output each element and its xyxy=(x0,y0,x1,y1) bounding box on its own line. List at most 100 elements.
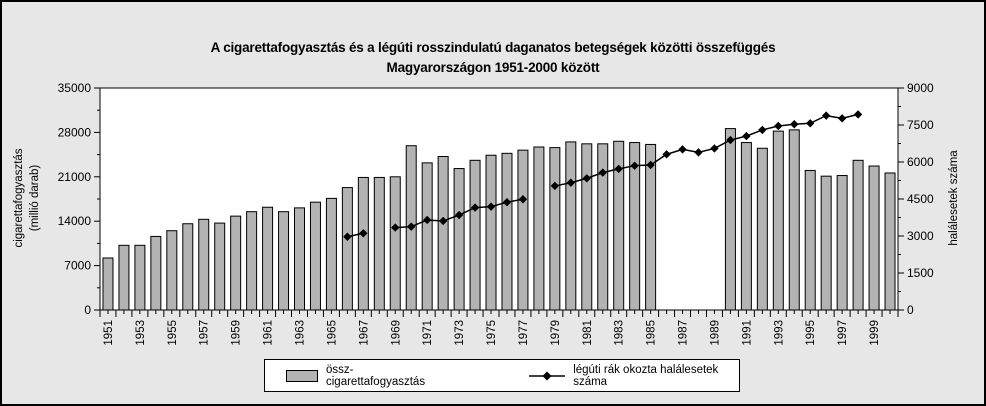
x-axis-label-1997: 1997 xyxy=(837,320,849,346)
right-axis-tick-label: 7500 xyxy=(907,118,934,132)
line-marker-1970 xyxy=(407,222,416,231)
bar-1968 xyxy=(373,176,385,311)
line-marker-1977 xyxy=(518,195,528,204)
bar-1974 xyxy=(469,159,481,311)
bar-1966 xyxy=(341,187,353,311)
bar-1994 xyxy=(788,129,800,311)
x-axis-label-1963: 1963 xyxy=(295,320,307,346)
line-marker-1987 xyxy=(678,145,687,154)
left-axis-tick-label: 7000 xyxy=(64,259,91,273)
bar-1977 xyxy=(517,149,529,311)
bar-1981 xyxy=(581,143,593,311)
bar-1995 xyxy=(804,169,816,311)
bar-1963 xyxy=(294,207,305,311)
x-axis-label-1961: 1961 xyxy=(263,320,275,346)
right-axis-tick-label: 6000 xyxy=(907,155,934,169)
x-axis-label-1985: 1985 xyxy=(646,320,658,346)
bar-1978 xyxy=(533,146,545,311)
line-marker-1995 xyxy=(806,119,815,128)
bar-legend-label: össz-cigarettafogyasztás xyxy=(326,363,426,388)
line-marker-1982 xyxy=(598,168,607,177)
line-marker-1998 xyxy=(853,110,863,119)
line-marker-1993 xyxy=(774,121,783,131)
right-axis-tick-label: 0 xyxy=(907,303,914,317)
left-axis-tick-label: 0 xyxy=(84,303,91,317)
line-marker-1986 xyxy=(662,150,671,159)
line-marker-1967 xyxy=(359,229,368,238)
x-axis-label-1967: 1967 xyxy=(358,320,370,346)
line-marker-1991 xyxy=(742,131,751,141)
bar-1967 xyxy=(357,176,369,311)
line-marker-1966 xyxy=(343,232,352,241)
bar-1960 xyxy=(246,211,258,311)
bar-1973 xyxy=(453,168,465,311)
line-marker-1969 xyxy=(391,223,400,232)
x-axis-label-1953: 1953 xyxy=(135,320,147,346)
line-marker-1988 xyxy=(694,148,703,157)
x-axis-label-1981: 1981 xyxy=(582,320,594,346)
bar-1956 xyxy=(182,223,194,311)
bar-1975 xyxy=(485,154,497,311)
x-axis-label-1973: 1973 xyxy=(454,320,466,346)
line-marker-1979 xyxy=(550,181,560,191)
chart-title: A cigarettafogyasztás és a légúti rosszi… xyxy=(2,38,984,78)
bar-1993 xyxy=(772,130,784,311)
bar-1961 xyxy=(262,206,274,311)
line-marker-1983 xyxy=(614,164,623,174)
bar-1992 xyxy=(756,147,768,311)
bar-1990 xyxy=(724,128,736,311)
bar-1958 xyxy=(214,222,226,311)
line-marker-1997 xyxy=(837,114,847,123)
right-axis-tick-label: 1500 xyxy=(907,266,934,280)
bar-1955 xyxy=(166,230,178,311)
bar-1997 xyxy=(836,175,848,311)
line-marker-1994 xyxy=(790,120,799,129)
x-axis-label-1965: 1965 xyxy=(326,320,338,346)
bar-1998 xyxy=(852,159,864,311)
line-marker-1976 xyxy=(502,198,512,207)
x-axis-label-1979: 1979 xyxy=(550,320,562,346)
line-marker-1984 xyxy=(630,161,639,170)
x-axis-label-1991: 1991 xyxy=(741,320,753,346)
bar-1991 xyxy=(740,142,752,311)
bar-1954 xyxy=(150,235,162,311)
line-marker-1985 xyxy=(646,160,655,170)
bar-1976 xyxy=(501,152,513,311)
line-marker-1989 xyxy=(710,144,719,153)
x-axis-label-1983: 1983 xyxy=(614,320,626,346)
right-axis-tick-label: 9000 xyxy=(907,81,934,95)
line-marker-1972 xyxy=(438,216,448,226)
bar-1979 xyxy=(549,147,561,311)
left-axis-tick-label: 14000 xyxy=(58,214,92,228)
line-marker-1980 xyxy=(566,178,576,187)
bar-1980 xyxy=(565,141,577,311)
bar-1999 xyxy=(868,165,880,311)
line-marker-1973 xyxy=(454,210,464,220)
left-axis-tick-label: 21000 xyxy=(58,170,92,184)
x-axis-label-1955: 1955 xyxy=(167,320,179,346)
line-marker-1996 xyxy=(821,111,831,120)
x-axis-label-1993: 1993 xyxy=(773,320,785,346)
bar-1985 xyxy=(645,143,657,311)
x-axis-label-1951: 1951 xyxy=(103,320,115,346)
x-axis-label-1959: 1959 xyxy=(231,320,243,346)
chart-title-line1: A cigarettafogyasztás és a légúti rosszi… xyxy=(210,40,776,55)
bar-1953 xyxy=(134,244,146,311)
bar-1952 xyxy=(118,244,130,311)
line-legend-glyph xyxy=(529,371,566,381)
line-marker-1992 xyxy=(758,125,767,135)
bar-1971 xyxy=(421,162,433,311)
line-marker-1990 xyxy=(726,135,735,145)
line-marker-1974 xyxy=(470,203,480,212)
line-marker-1971 xyxy=(422,215,432,225)
right-axis-tick-label: 4500 xyxy=(907,192,934,206)
chart-title-line2: Magyarországon 1951-2000 között xyxy=(386,60,600,75)
bar-legend-swatch xyxy=(286,369,318,382)
x-axis-label-1995: 1995 xyxy=(805,320,817,346)
bar-1951 xyxy=(102,257,114,311)
bar-1964 xyxy=(309,201,321,311)
line-legend-label: légúti rák okozta halálesetek száma xyxy=(573,363,719,388)
bar-1962 xyxy=(278,211,290,311)
